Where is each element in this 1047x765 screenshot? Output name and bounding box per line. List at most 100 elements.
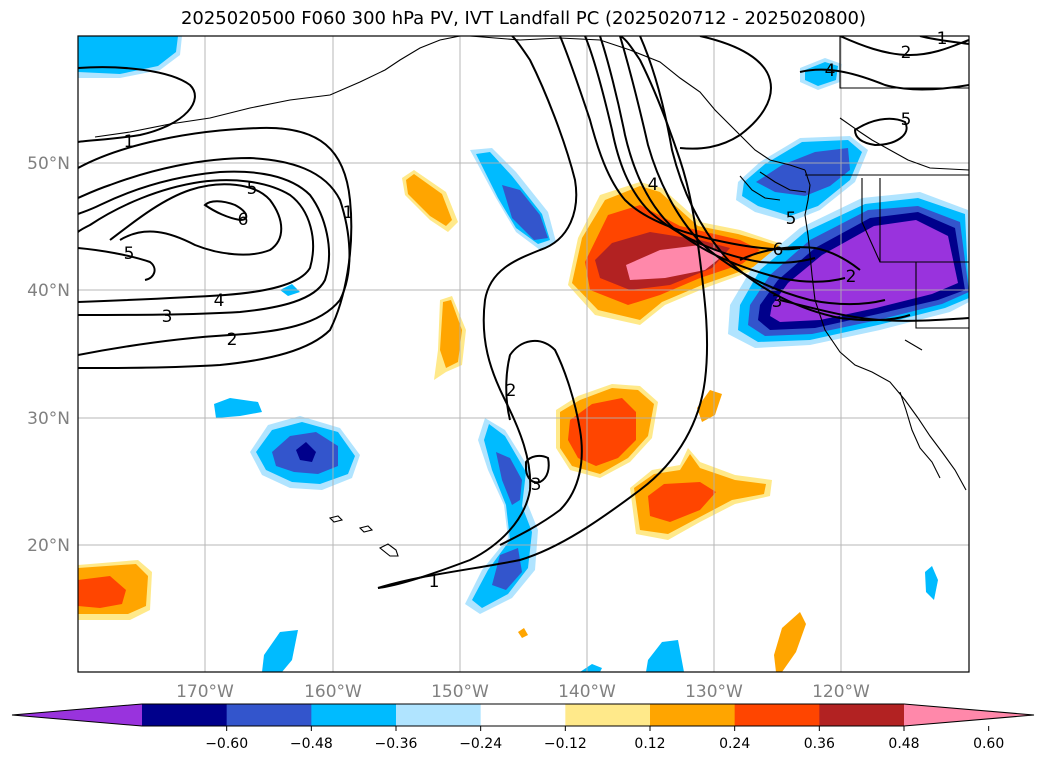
shade-positive-small-3 [697, 390, 722, 422]
longitude-label: 140°W [558, 682, 616, 702]
shade-negative-central-north [470, 148, 556, 250]
shade-positive-small-5 [518, 628, 528, 638]
colorbar-segment [734, 704, 820, 726]
pv-contour-4-east [599, 36, 846, 283]
colorbar-tick-label: 0.48 [888, 736, 919, 752]
pv-contour-3-west [78, 170, 331, 316]
pv-contour-ne-3 [799, 68, 969, 91]
pv-contour-5-east [619, 36, 886, 306]
shade-negative-small-1 [214, 398, 262, 418]
colorbar-tick-label: −0.36 [375, 736, 418, 752]
coastlines [94, 36, 969, 557]
colorbar-segment [396, 704, 482, 726]
contour-label: 5 [786, 209, 797, 229]
pv-contour-east-loop [739, 246, 861, 271]
colorbar-tick-label: 0.36 [804, 736, 835, 752]
colorbar-tick-label: 0.24 [719, 736, 750, 752]
colorbar-segment [226, 704, 312, 726]
pv-contour-6-west [203, 200, 248, 222]
contour-label: 5 [901, 110, 912, 130]
map-frame [77, 35, 970, 673]
shade-negative-small-4 [646, 640, 684, 672]
pv-contour-1 [377, 36, 709, 589]
contour-label: 4 [648, 175, 659, 195]
contour-label: 4 [214, 291, 225, 311]
colorbar: −0.60 −0.48 −0.36 −0.24 −0.12 0.12 0.24 0.36 0.4… [11, 703, 1035, 752]
contour-label: 3 [162, 307, 173, 327]
shade-positive-south [630, 448, 772, 540]
pv-contour-ne-4 [919, 36, 969, 45]
pv-contour-ne-1 [679, 36, 772, 150]
contour-label: 3 [772, 292, 783, 312]
shade-negative-small-5 [580, 664, 602, 672]
longitude-label: 160°W [304, 682, 362, 702]
contour-label: 2 [846, 267, 857, 287]
shade-negative-small-3 [262, 630, 298, 672]
latitude-axis: 50°N 40°N 30°N 20°N [27, 154, 70, 556]
shade-negative-ne-small-core [805, 62, 838, 86]
contour-label: 1 [937, 29, 948, 49]
shade-positive-small-1-core [406, 174, 452, 226]
pv-contour-2-east [559, 36, 801, 251]
pv-contour-1-central [377, 36, 578, 589]
contour-label: 1 [124, 132, 135, 152]
longitude-label: 170°W [176, 682, 234, 702]
contour-label: 4 [825, 61, 836, 81]
colorbar-extend-min [12, 704, 142, 726]
colorbar-tick-label: −0.48 [290, 736, 333, 752]
colorbar-tick-label: −0.60 [205, 736, 248, 752]
contour-label: 6 [773, 240, 784, 260]
pv-contours [78, 36, 969, 589]
colorbar-segment [819, 704, 905, 726]
longitude-label: 120°W [812, 682, 870, 702]
shade-positive-subtropical [556, 384, 658, 478]
latitude-label: 30°N [27, 409, 70, 429]
colorbar-segment [311, 704, 397, 726]
shade-negative-hawaii [250, 416, 360, 490]
longitude-axis: 170°W 160°W 150°W 140°W 130°W 120°W [176, 682, 870, 702]
shade-positive-bottomleft-core [78, 576, 126, 608]
pv-contour-1-west-ring [78, 126, 353, 369]
contour-label: 6 [238, 210, 249, 230]
map-title: 2025020500 F060 300 hPa PV, IVT Landfall… [180, 8, 867, 29]
contour-label: 1 [343, 203, 354, 223]
colorbar-extend-max [904, 704, 1034, 726]
pv-contour-ne-2 [839, 36, 969, 57]
shade-positive-small-4 [774, 612, 806, 672]
colorbar-segment [142, 704, 228, 726]
contour-label: 5 [124, 244, 135, 264]
pv-contour-4-west [78, 179, 314, 303]
contour-labels: 1 2 1 4 5 1 5 6 5 4 3 2 4 5 6 3 2 2 3 1 [124, 29, 948, 592]
colorbar-segment [565, 704, 651, 726]
pv-contour-5-west [78, 183, 283, 281]
contour-label: 1 [429, 572, 440, 592]
shading-layer [78, 36, 969, 672]
pv-contour-east-extension [779, 299, 969, 322]
shade-positive-pacific-nw [568, 182, 785, 325]
shade-negative-california [728, 192, 969, 348]
gridlines [78, 36, 969, 672]
latitude-label: 20°N [27, 536, 70, 556]
pv-contour-3-central [525, 454, 550, 484]
colorbar-outline [11, 703, 1035, 727]
colorbar-tick-label: −0.24 [459, 736, 502, 752]
contour-label: 2 [227, 330, 238, 350]
colorbar-tick-label: −0.12 [544, 736, 587, 752]
pv-contour-ne-5 [853, 117, 908, 147]
contour-label: 5 [247, 179, 258, 199]
pv-contour-6-east [639, 36, 911, 322]
contour-label: 3 [531, 475, 542, 495]
contour-label: 2 [901, 43, 912, 63]
shade-positive-small-2-core [440, 300, 462, 368]
shade-negative-topleft-core [78, 36, 178, 74]
colorbar-tick-label: 0.60 [973, 736, 1004, 752]
shade-negative-small-6 [925, 566, 938, 600]
latitude-label: 40°N [27, 281, 70, 301]
latitude-label: 50°N [27, 154, 70, 174]
pv-contour-2-west [78, 156, 351, 356]
longitude-label: 150°W [431, 682, 489, 702]
pv-contour-2-central [499, 340, 583, 546]
contour-label: 2 [506, 381, 517, 401]
colorbar-tick-label: 0.12 [634, 736, 665, 752]
